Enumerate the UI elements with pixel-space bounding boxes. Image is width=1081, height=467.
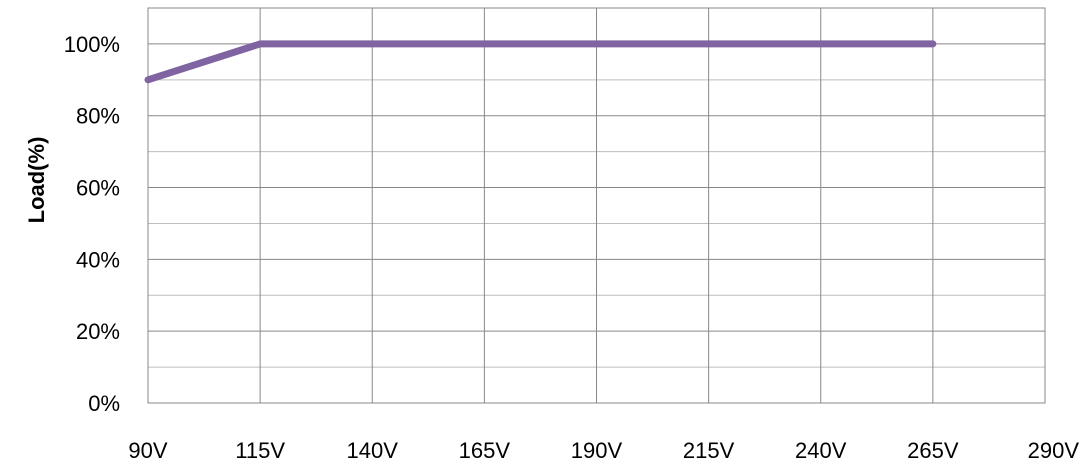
- y-axis-title: Load(%): [24, 137, 49, 224]
- y-tick-label: 60%: [76, 176, 120, 201]
- x-tick-label: 215V: [683, 438, 735, 463]
- y-tick-label: 40%: [76, 247, 120, 272]
- y-tick-label: 80%: [76, 104, 120, 129]
- series-layer: [144, 40, 937, 84]
- y-tick-label: 0%: [88, 391, 120, 416]
- grid: [147, 7, 1046, 404]
- y-tick-label: 100%: [64, 32, 120, 57]
- tick-labels: 0% 20% 40% 60% 80% 100% 90V 115V 140V 165V 190V 215…: [64, 32, 1080, 463]
- x-tick-label: 190V: [571, 438, 623, 463]
- plot-frame: [147, 7, 1046, 404]
- x-tick-label: 165V: [459, 438, 511, 463]
- x-tick-label: 90V: [128, 438, 167, 463]
- x-tick-label: 115V: [235, 438, 285, 463]
- x-tick-label: 140V: [347, 438, 399, 463]
- y-tick-label: 20%: [76, 319, 120, 344]
- series-line: [144, 40, 937, 84]
- x-tick-label: 265V: [907, 438, 959, 463]
- x-tick-label: 290V: [1028, 438, 1080, 463]
- x-tick-label: 240V: [795, 438, 847, 463]
